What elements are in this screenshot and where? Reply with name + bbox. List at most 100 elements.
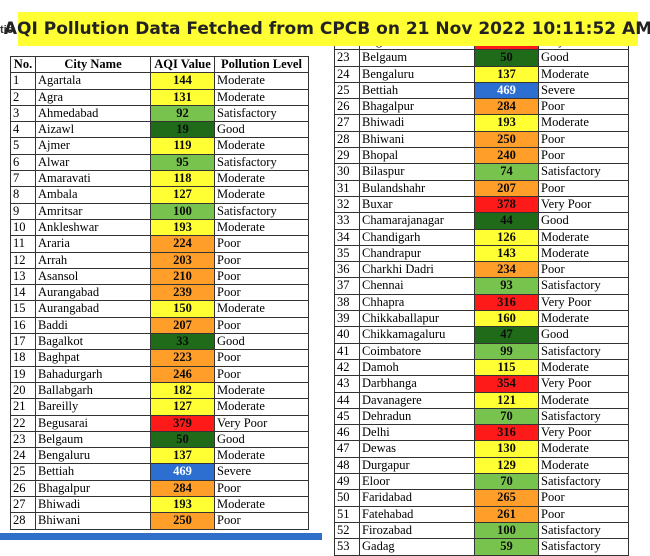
aqi-value: 50 — [150, 430, 215, 449]
row-number: 29 — [334, 147, 360, 165]
city-name: Bhopal — [359, 147, 475, 165]
aqi-value: 130 — [474, 440, 539, 458]
pollution-level: Very Poor — [538, 293, 629, 312]
aqi-value: 223 — [150, 349, 215, 367]
table-row: 46 Delhi 316 Very Poor — [334, 424, 629, 442]
header-pollution-level: Pollution Level — [214, 55, 309, 74]
aqi-value: 469 — [150, 463, 215, 481]
row-number: 49 — [334, 473, 360, 491]
city-name: Alwar — [35, 153, 151, 172]
row-number: 38 — [334, 293, 360, 312]
table-row: 11 Araria 224 Poor — [10, 235, 309, 253]
city-name: Bhagalpur — [359, 98, 475, 116]
city-name: Bareilly — [35, 398, 151, 416]
aqi-value: 224 — [150, 235, 215, 253]
row-number: 40 — [334, 326, 360, 344]
aqi-value: 144 — [150, 72, 215, 90]
aqi-value: 137 — [150, 447, 215, 465]
pollution-level: Very Poor — [214, 414, 309, 432]
aqi-value: 284 — [150, 479, 215, 498]
table-row: 24 Bengaluru 137 Moderate — [334, 65, 629, 83]
aqi-table-left: No. City Name AQI Value Pollution Level … — [10, 55, 309, 530]
table-row: 16 Baddi 207 Poor — [10, 316, 309, 335]
table-row: 40 Chikkamagaluru 47 Good — [334, 326, 629, 344]
city-name: Belgaum — [359, 49, 475, 67]
bottom-edge-bar — [0, 533, 322, 540]
aqi-value: 354 — [474, 375, 539, 393]
aqi-value: 126 — [474, 228, 539, 246]
table-row: 48 Durgapur 129 Moderate — [334, 456, 629, 475]
pollution-level: Moderate — [538, 228, 629, 246]
pollution-level: Moderate — [214, 72, 309, 90]
city-name: Delhi — [359, 424, 475, 442]
row-number: 45 — [334, 407, 360, 426]
row-number: 18 — [10, 349, 36, 367]
city-name: Durgapur — [359, 456, 475, 475]
table-row: 36 Charkhi Dadri 234 Poor — [334, 261, 629, 279]
table-row: 34 Chandigarh 126 Moderate — [334, 228, 629, 246]
table-row: 1 Agartala 144 Moderate — [10, 72, 309, 90]
table-row: 19 Bahadurgarh 246 Poor — [10, 365, 309, 383]
aqi-value: 137 — [474, 65, 539, 83]
row-number: 26 — [334, 98, 360, 116]
aqi-value: 129 — [474, 456, 539, 475]
row-number: 41 — [334, 342, 360, 360]
pollution-level: Poor — [538, 130, 629, 149]
table-row: 27 Bhiwadi 193 Moderate — [10, 496, 309, 514]
row-number: 20 — [10, 381, 36, 400]
table-row: 45 Dehradun 70 Satisfactory — [334, 407, 629, 426]
city-name: Faridabad — [359, 489, 475, 507]
aqi-value: 70 — [474, 473, 539, 491]
table-row: 37 Chennai 93 Satisfactory — [334, 277, 629, 295]
city-name: Ankleshwar — [35, 218, 151, 237]
city-name: Chandrapur — [359, 244, 475, 263]
aqi-value: 93 — [474, 277, 539, 295]
row-number: 28 — [334, 130, 360, 149]
table-row: 28 Bhiwani 250 Poor — [334, 130, 629, 149]
header-no: No. — [10, 55, 36, 74]
aqi-value: 250 — [474, 130, 539, 149]
pollution-level: Moderate — [214, 496, 309, 514]
pollution-level: Poor — [538, 505, 629, 523]
city-name: Araria — [35, 235, 151, 253]
city-name: Bengaluru — [359, 65, 475, 83]
aqi-value: 19 — [150, 121, 215, 139]
row-number: 15 — [10, 300, 36, 318]
aqi-value: 316 — [474, 424, 539, 442]
row-number: 25 — [334, 81, 360, 100]
city-name: Dewas — [359, 440, 475, 458]
aqi-value: 378 — [474, 195, 539, 214]
city-name: Bhagalpur — [35, 479, 151, 498]
table-row: 28 Bhiwani 250 Poor — [10, 512, 309, 530]
table-row: 44 Davanagere 121 Moderate — [334, 391, 629, 409]
pollution-level: Good — [538, 212, 629, 230]
table-row: 18 Baghpat 223 Poor — [10, 349, 309, 367]
row-number: 10 — [10, 218, 36, 237]
city-name: Chikkamagaluru — [359, 326, 475, 344]
city-name: Amaravati — [35, 170, 151, 188]
pollution-level: Poor — [538, 98, 629, 116]
city-name: Amritsar — [35, 202, 151, 220]
aqi-value: 203 — [150, 251, 215, 269]
city-name: Bhiwadi — [35, 496, 151, 514]
table-row: 35 Chandrapur 143 Moderate — [334, 244, 629, 263]
row-number: 6 — [10, 153, 36, 172]
row-number: 21 — [10, 398, 36, 416]
aqi-value: 210 — [150, 267, 215, 286]
pollution-level: Moderate — [214, 88, 309, 106]
row-number: 46 — [334, 424, 360, 442]
table-row: 17 Bagalkot 33 Good — [10, 333, 309, 351]
table-row: 23 Belgaum 50 Good — [10, 430, 309, 449]
city-name: Ajmer — [35, 137, 151, 155]
table-header-row: No. City Name AQI Value Pollution Level — [10, 55, 309, 74]
aqi-value: 265 — [474, 489, 539, 507]
cropped-heading-fragment: tio — [0, 24, 14, 36]
row-number: 8 — [10, 186, 36, 204]
aqi-value: 92 — [150, 104, 215, 123]
row-number: 24 — [10, 447, 36, 465]
row-number: 26 — [10, 479, 36, 498]
row-number: 35 — [334, 244, 360, 263]
city-name: Damoh — [359, 358, 475, 377]
pollution-level: Moderate — [538, 244, 629, 263]
